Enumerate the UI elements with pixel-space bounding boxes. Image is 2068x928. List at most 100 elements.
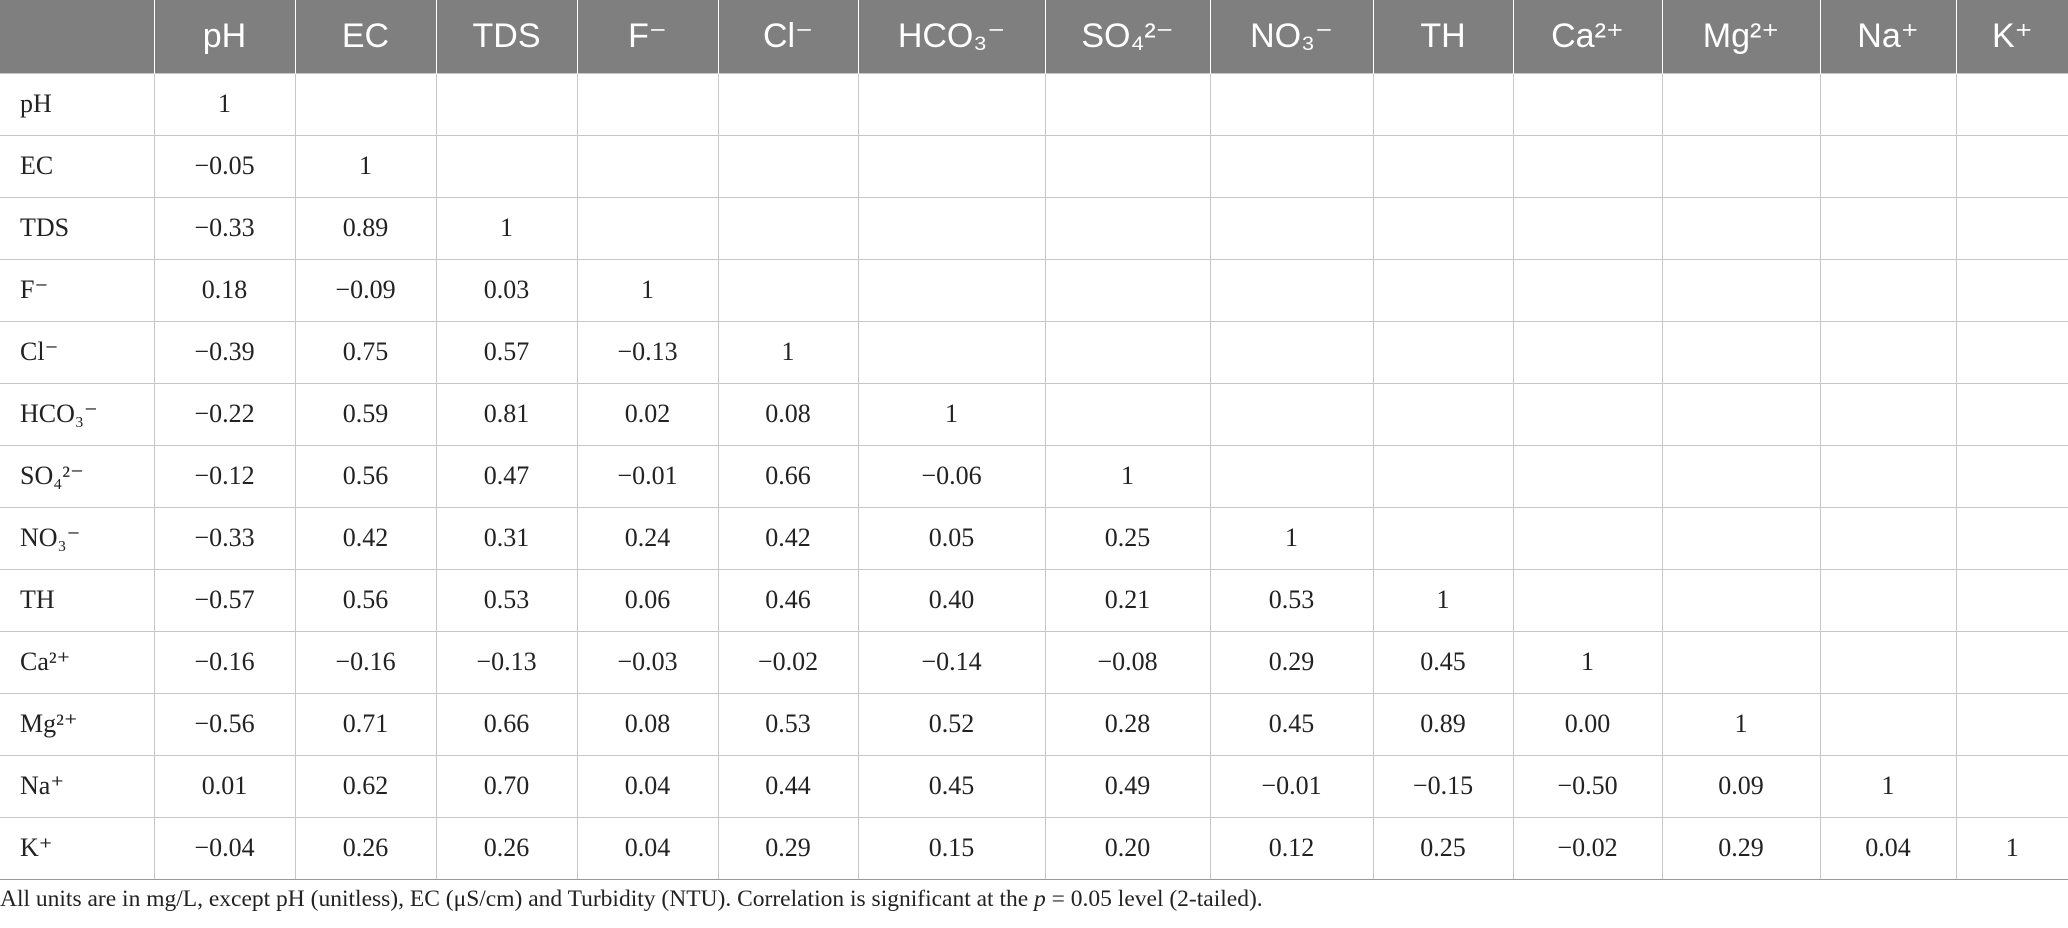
table-cell: −0.01: [1209, 754, 1374, 818]
table-cell: [1372, 72, 1514, 136]
header-row: pH EC TDS F⁻ Cl⁻ HCO₃⁻ SO₄²⁻ NO₃⁻ TH Ca²⁺ Mg²⁺ Na⁺ K…: [0, 0, 2068, 73]
table-cell: [1819, 320, 1957, 384]
table-cell: 0.52: [857, 692, 1046, 756]
table-cell: [1512, 444, 1663, 508]
table-cell: 0.18: [153, 258, 296, 322]
table-cell: 1: [153, 72, 296, 136]
table-cell: −0.08: [1044, 630, 1211, 694]
table-cell: −0.56: [153, 692, 296, 756]
table-cell: 0.20: [1044, 816, 1211, 880]
table-cell: [717, 72, 859, 136]
table-cell: [1955, 382, 2068, 446]
table-cell: [1819, 630, 1957, 694]
table-cell: 0.53: [1209, 568, 1374, 632]
table-row: EC −0.05 1: [0, 134, 2068, 198]
table-cell: [435, 134, 578, 198]
table-cell: 0.40: [857, 568, 1046, 632]
table-row: SO₄²⁻ −0.12 0.56 0.47 −0.01 0.66 −0.06 1: [0, 444, 2068, 508]
table-cell: −0.01: [576, 444, 719, 508]
table-cell: 1: [857, 382, 1046, 446]
table-cell: [1512, 382, 1663, 446]
table-cell: 0.28: [1044, 692, 1211, 756]
table-cell: [1819, 568, 1957, 632]
table-cell: −0.57: [153, 568, 296, 632]
row-header: Na⁺: [0, 754, 155, 818]
table-cell: [1512, 320, 1663, 384]
correlation-matrix-table: pH EC TDS F⁻ Cl⁻ HCO₃⁻ SO₄²⁻ NO₃⁻ TH Ca²⁺ Mg²⁺ Na⁺ K…: [0, 0, 2068, 880]
table-cell: 0.53: [435, 568, 578, 632]
table-cell: [1819, 258, 1957, 322]
table-cell: [1955, 444, 2068, 508]
table-cell: −0.15: [1372, 754, 1514, 818]
row-header: Ca²⁺: [0, 630, 155, 694]
table-cell: [1512, 196, 1663, 260]
column-header: F⁻: [576, 0, 718, 73]
table-cell: [1661, 72, 1821, 136]
table-cell: 0.62: [294, 754, 437, 818]
table-cell: 0.66: [435, 692, 578, 756]
table-cell: [1209, 258, 1374, 322]
table-cell: −0.03: [576, 630, 719, 694]
table-cell: 0.66: [717, 444, 859, 508]
table-cell: [857, 320, 1046, 384]
table-cell: [1661, 320, 1821, 384]
table-cell: 0.71: [294, 692, 437, 756]
table-cell: 0.29: [1209, 630, 1374, 694]
table-cell: [1372, 196, 1514, 260]
footnote-p-symbol: p: [1034, 886, 1046, 912]
table-cell: 1: [717, 320, 859, 384]
table-cell: [1512, 72, 1663, 136]
row-header: K⁺: [0, 816, 155, 880]
table-cell: [1955, 72, 2068, 136]
table-cell: [857, 196, 1046, 260]
row-header: EC: [0, 134, 155, 198]
table-row: F⁻ 0.18 −0.09 0.03 1: [0, 258, 2068, 322]
table-cell: 0.29: [1661, 816, 1821, 880]
column-header: Ca²⁺: [1512, 0, 1662, 73]
table-cell: 0.09: [1661, 754, 1821, 818]
table-cell: 0.31: [435, 506, 578, 570]
table-cell: 0.02: [576, 382, 719, 446]
table-row: TH −0.57 0.56 0.53 0.06 0.46 0.40 0.21 0.53 1: [0, 568, 2068, 632]
table-cell: [1372, 134, 1514, 198]
table-cell: 0.49: [1044, 754, 1211, 818]
table-cell: 0.42: [294, 506, 437, 570]
column-header: TDS: [435, 0, 577, 73]
row-header: TDS: [0, 196, 155, 260]
column-header: HCO₃⁻: [857, 0, 1045, 73]
table-cell: −0.16: [294, 630, 437, 694]
table-cell: 1: [1661, 692, 1821, 756]
table-cell: 1: [1209, 506, 1374, 570]
table-cell: [576, 72, 719, 136]
table-cell: [1372, 506, 1514, 570]
table-cell: [1512, 568, 1663, 632]
table-cell: 0.03: [435, 258, 578, 322]
table-cell: [1044, 134, 1211, 198]
table-cell: [294, 72, 437, 136]
table-cell: 1: [1044, 444, 1211, 508]
table-cell: [1209, 320, 1374, 384]
table-cell: 0.44: [717, 754, 859, 818]
table-cell: 0.81: [435, 382, 578, 446]
table-cell: 0.12: [1209, 816, 1374, 880]
table-cell: 1: [576, 258, 719, 322]
table-cell: [1819, 196, 1957, 260]
footnote-text: All units are in mg/L, except pH (unitle…: [0, 886, 1035, 912]
table-cell: 0.70: [435, 754, 578, 818]
footnote-text-end: = 0.05 level (2-tailed).: [1045, 886, 1263, 912]
table-cell: [1819, 72, 1957, 136]
row-header: TH: [0, 568, 155, 632]
table-cell: [1955, 754, 2068, 818]
table-cell: [576, 134, 719, 198]
table-cell: 0.47: [435, 444, 578, 508]
table-cell: [1044, 72, 1211, 136]
table-cell: −0.16: [153, 630, 296, 694]
table-cell: [1955, 258, 2068, 322]
table-cell: −0.04: [153, 816, 296, 880]
table-cell: [1044, 320, 1211, 384]
table-cell: 1: [294, 134, 437, 198]
table-cell: 0.59: [294, 382, 437, 446]
table-cell: 0.45: [1209, 692, 1374, 756]
row-header: F⁻: [0, 258, 155, 322]
